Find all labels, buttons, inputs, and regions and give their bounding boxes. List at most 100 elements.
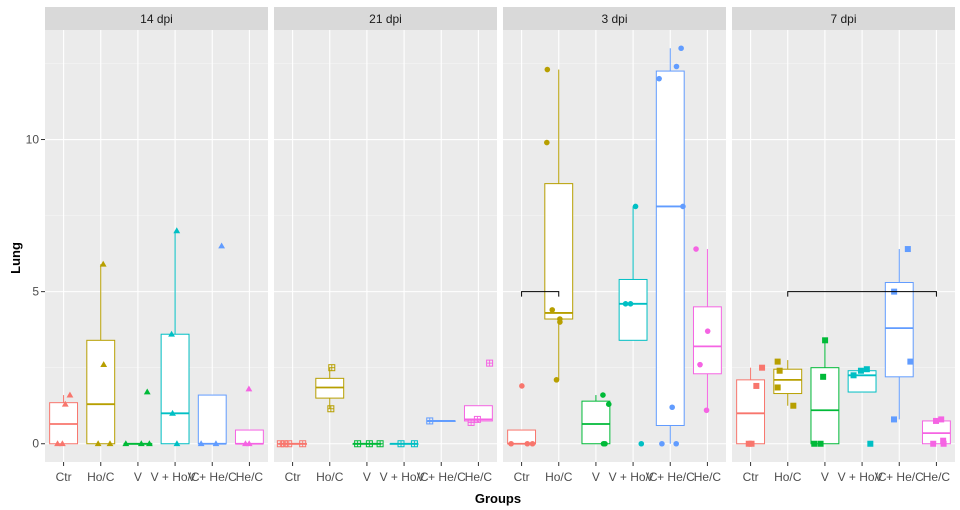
facet-strip — [274, 7, 497, 30]
data-point — [759, 364, 766, 371]
data-point — [553, 377, 560, 383]
data-point — [680, 203, 686, 210]
data-point — [673, 63, 680, 70]
data-point — [907, 358, 914, 365]
x-axis-title: Groups — [475, 491, 521, 506]
box-body — [86, 339, 116, 445]
x-tick-label: Ho/C — [87, 470, 115, 484]
box-body — [810, 367, 840, 445]
box — [618, 206, 648, 341]
facet-panel: 7 dpi Ctr Ho/C V V + Ho/CV + He/CHe/C — [732, 7, 955, 484]
y-tick-label: 5 — [32, 285, 39, 299]
data-point — [867, 440, 874, 447]
box — [160, 230, 190, 445]
data-point — [820, 373, 827, 380]
data-point — [529, 440, 536, 447]
box-body — [581, 400, 611, 445]
x-tick-label: V + He/C — [188, 470, 237, 484]
data-point — [930, 440, 937, 447]
x-tick-label: V — [363, 470, 371, 484]
panel-background — [503, 30, 726, 462]
x-tick-label: V — [134, 470, 142, 484]
data-point — [704, 328, 711, 334]
data-point — [245, 385, 253, 392]
data-point — [940, 437, 947, 444]
y-tick-label: 0 — [32, 437, 39, 451]
x-tick-label: V + He/C — [417, 470, 466, 484]
facet-strip — [45, 7, 268, 30]
x-tick-label: He/C — [465, 470, 493, 484]
box-body — [736, 379, 766, 445]
facet-strip-label: 3 dpi — [601, 12, 627, 26]
data-point — [669, 404, 675, 411]
x-tick-label: Ho/C — [316, 470, 344, 484]
data-point — [218, 242, 226, 249]
data-point — [774, 384, 781, 391]
data-point — [557, 319, 563, 325]
box — [49, 395, 79, 445]
facet-panel: 14 dpi Ctr Ho/C V V + Ho/CV + He/CHe/C — [45, 7, 268, 484]
data-point — [904, 246, 911, 253]
data-point — [544, 66, 551, 73]
x-tick-label: Ctr — [285, 470, 301, 484]
data-point — [66, 391, 74, 398]
data-point — [327, 405, 335, 413]
data-point — [524, 440, 531, 447]
x-tick-label: V + Ho/C — [609, 470, 658, 484]
y-axis: 0 5 10 — [26, 133, 45, 451]
data-point — [397, 440, 405, 448]
data-point — [143, 388, 151, 395]
box-body — [618, 278, 648, 341]
data-point — [703, 407, 710, 414]
panel-background — [274, 30, 497, 462]
data-point — [745, 440, 752, 447]
data-point — [940, 440, 947, 447]
data-point — [365, 440, 373, 448]
data-point — [544, 139, 550, 146]
bracket-line — [787, 291, 937, 297]
x-tick-label: V + Ho/C — [380, 470, 429, 484]
data-point — [328, 364, 336, 372]
data-point — [426, 417, 434, 425]
x-tick-label: V — [592, 470, 600, 484]
box-body — [197, 394, 227, 445]
data-point — [602, 440, 608, 447]
data-point — [106, 440, 114, 447]
data-point — [100, 361, 108, 368]
data-point — [169, 409, 176, 416]
x-tick-label: He/C — [694, 470, 722, 484]
x-tick-label: Ctr — [56, 470, 72, 484]
data-point — [790, 402, 797, 409]
data-point — [678, 45, 684, 52]
panel-background — [732, 30, 955, 462]
x-tick-label: V + Ho/C — [838, 470, 887, 484]
x-tick-label: V + He/C — [646, 470, 695, 484]
data-point — [519, 383, 525, 389]
data-point — [822, 337, 829, 344]
data-point — [54, 440, 61, 447]
panel-background — [45, 30, 268, 462]
facet-strip-label: 14 dpi — [140, 12, 173, 26]
data-point — [857, 367, 864, 374]
data-point — [776, 367, 783, 374]
data-point — [938, 416, 945, 423]
data-point — [508, 440, 514, 447]
box-body — [655, 70, 685, 426]
x-tick-label: V — [821, 470, 829, 484]
data-point — [850, 372, 857, 379]
box — [736, 367, 766, 445]
data-point — [693, 246, 699, 252]
data-point — [549, 307, 556, 313]
data-point — [94, 440, 102, 447]
data-point — [659, 440, 665, 447]
facet-panel: 21 dpi Ctr Ho/C V V + Ho/CV + He/CHe/C — [274, 7, 497, 484]
data-point — [486, 359, 494, 367]
significance-bracket — [521, 291, 560, 297]
data-point — [145, 440, 153, 447]
data-point — [890, 416, 897, 423]
data-point — [280, 440, 288, 448]
data-point — [376, 440, 384, 448]
data-point — [753, 382, 760, 389]
data-point — [61, 400, 69, 407]
